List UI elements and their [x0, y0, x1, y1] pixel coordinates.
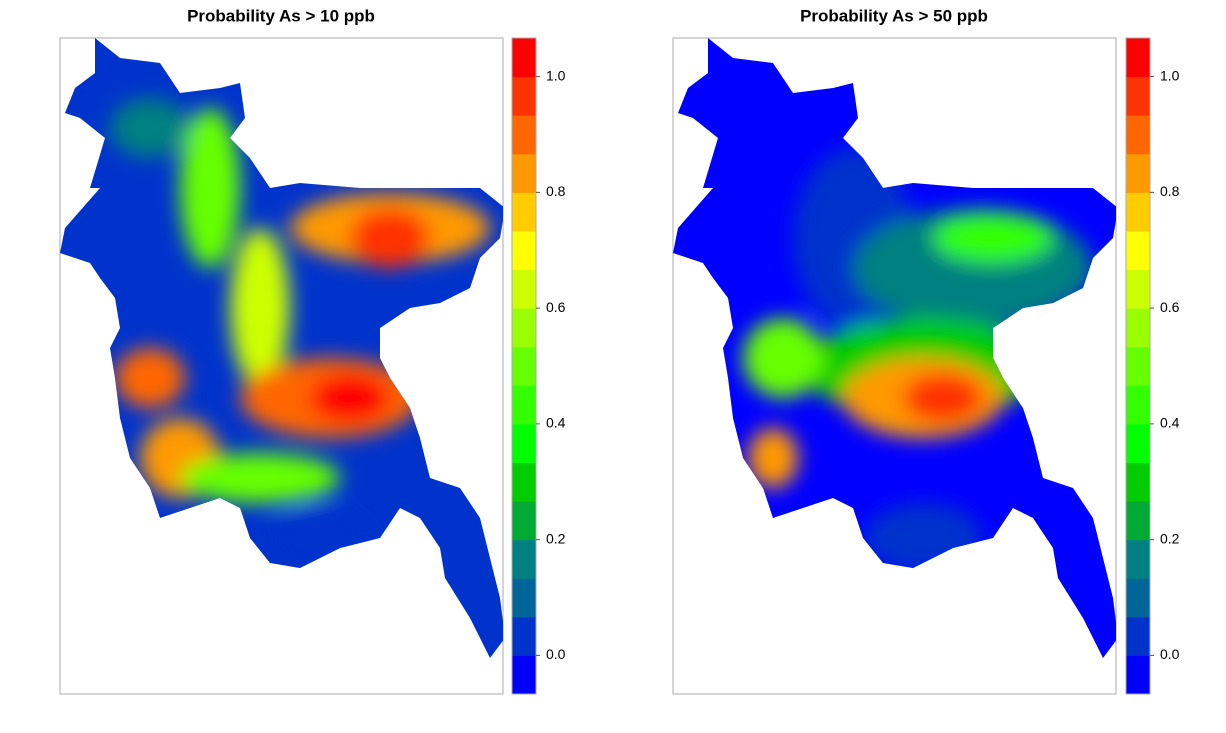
colorbar-band — [512, 115, 536, 155]
colorbar-tick-label: 0.2 — [546, 530, 566, 546]
colorbar-tick-label: 0.6 — [1160, 299, 1180, 315]
colorbar-band — [1126, 115, 1150, 155]
colorbar-band — [512, 578, 536, 618]
colorbar-band — [1126, 308, 1150, 348]
colorbar-band — [512, 616, 536, 656]
colorbar-band — [512, 269, 536, 309]
colorbar-band — [512, 539, 536, 579]
colorbar-tick-label: 0.8 — [1160, 183, 1180, 199]
colorbar-band — [1126, 578, 1150, 618]
colorbar-band — [1126, 385, 1150, 425]
colorbar-band — [1126, 616, 1150, 656]
colorbar-tick-label: 0.0 — [546, 646, 566, 662]
colorbar-band — [512, 192, 536, 232]
colorbar-band — [1126, 539, 1150, 579]
colorbar-band — [1126, 655, 1150, 695]
colorbar-tick-label: 1.0 — [546, 67, 566, 83]
colorbar-tick-label: 0.4 — [546, 415, 566, 431]
colorbar-band — [512, 153, 536, 193]
colorbar-tick-label: 0.4 — [1160, 415, 1180, 431]
colorbar-band — [512, 308, 536, 348]
colorbar-band — [1126, 76, 1150, 116]
colorbar-tick-label: 0.0 — [1160, 646, 1180, 662]
colorbar-band — [512, 38, 536, 78]
colorbar-band — [512, 230, 536, 271]
colorbar-tick-label: 0.8 — [546, 183, 566, 199]
colorbar-band — [512, 346, 536, 386]
colorbar-tick-label: 0.2 — [1160, 530, 1180, 546]
colorbar-band — [1126, 462, 1150, 502]
colorbar-band — [512, 462, 536, 502]
colorbar-band — [512, 501, 536, 541]
colorbar-band — [1126, 346, 1150, 386]
map-panel — [59, 37, 504, 695]
map-panel — [672, 37, 1117, 695]
chart-title: Probability As > 50 ppb — [800, 6, 988, 25]
colorbar-band — [1126, 423, 1150, 463]
colorbar-band — [512, 655, 536, 695]
colorbar-band — [512, 76, 536, 116]
colorbar-frame — [511, 37, 537, 695]
colorbar-band — [512, 385, 536, 425]
colorbar-band — [1126, 38, 1150, 78]
chart-title: Probability As > 10 ppb — [187, 6, 375, 25]
colorbar-tick-label: 1.0 — [1160, 67, 1180, 83]
colorbar-band — [1126, 192, 1150, 232]
colorbar-tick-label: 0.6 — [546, 299, 566, 315]
colorbar-band — [1126, 269, 1150, 309]
colorbar-band — [512, 423, 536, 463]
colorbar-band — [1126, 501, 1150, 541]
colorbar-frame — [1125, 37, 1151, 695]
colorbar-band — [1126, 153, 1150, 193]
colorbar-band — [1126, 230, 1150, 271]
